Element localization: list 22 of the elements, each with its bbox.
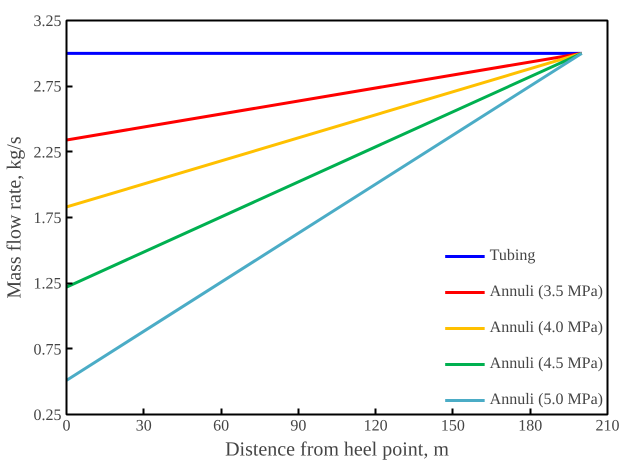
x-tick-label: 210 [596, 418, 620, 434]
y-tick-label: 1.75 [34, 210, 62, 227]
y-tick-label: 2.25 [34, 144, 62, 162]
y-axis-title: Mass flow rate, kg/s [4, 136, 26, 299]
legend-label: Annuli (4.0 MPa) [490, 319, 603, 337]
y-tick-label: 0.75 [34, 341, 62, 358]
x-tick-label: 30 [136, 418, 152, 434]
y-tick-label: 0.25 [34, 407, 62, 424]
x-tick-label: 90 [290, 418, 306, 434]
x-tick-label: 180 [518, 418, 542, 434]
y-tick-label: 1.25 [34, 276, 62, 293]
x-tick-label: 120 [364, 418, 388, 434]
y-tick-label: 3.25 [34, 13, 62, 30]
y-tick-label: 2.75 [34, 78, 62, 96]
legend-label: Annuli (3.5 MPa) [490, 283, 603, 301]
legend-label: Annuli (5.0 MPa) [490, 391, 603, 409]
x-tick-label: 150 [440, 418, 465, 434]
legend-label: Annuli (4.5 MPa) [490, 355, 603, 373]
legend-label: Tubing [490, 247, 536, 265]
x-tick-label: 0 [62, 418, 70, 434]
x-tick-label: 60 [213, 418, 230, 434]
x-axis-title: Distence from heel point, m [225, 438, 450, 460]
